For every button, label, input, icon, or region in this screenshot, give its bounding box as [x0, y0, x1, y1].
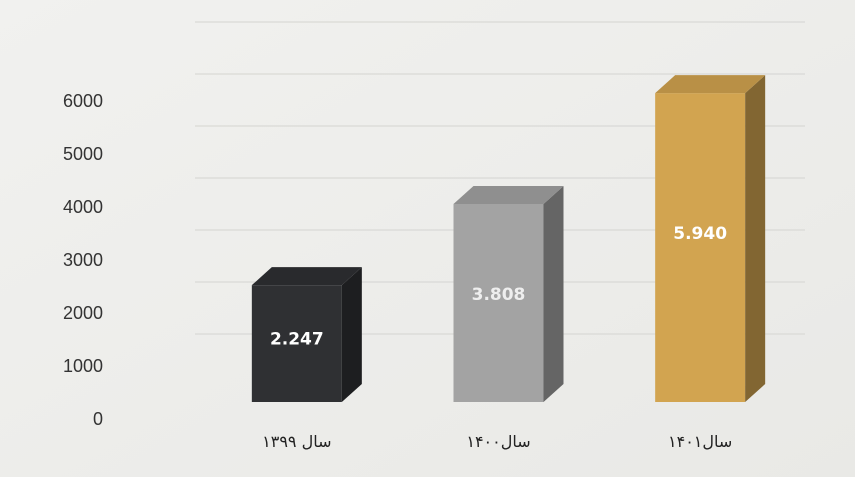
bar-top: [251, 267, 362, 286]
bar-top: [655, 75, 766, 94]
x-category-label: سال۱۴۰۱: [668, 432, 732, 451]
bar-top: [453, 185, 564, 204]
bar-front: [453, 203, 544, 402]
bar-2: 3.808: [453, 185, 564, 402]
bar-side: [543, 185, 564, 402]
bar-1: 2.247: [251, 267, 362, 402]
bar-front: [251, 285, 342, 402]
y-tick-label: 0: [93, 409, 103, 429]
y-tick-label: 5000: [63, 144, 103, 164]
bar-3: 5.940: [655, 75, 766, 403]
y-tick-label: 1000: [63, 356, 103, 376]
y-tick-label: 2000: [63, 303, 103, 323]
bar-side: [745, 75, 766, 403]
data-label: 2.247: [270, 330, 324, 350]
x-category-label: سال۱۴۰۰: [466, 432, 530, 451]
y-tick-label: 6000: [63, 91, 103, 111]
x-category-label: سال ۱۳۹۹: [262, 432, 331, 451]
y-tick-label: 3000: [63, 250, 103, 270]
bar-side: [341, 267, 362, 402]
data-label: 3.808: [472, 285, 526, 305]
y-tick-label: 4000: [63, 197, 103, 217]
data-label: 5.940: [673, 224, 727, 244]
bar-front: [655, 93, 746, 403]
